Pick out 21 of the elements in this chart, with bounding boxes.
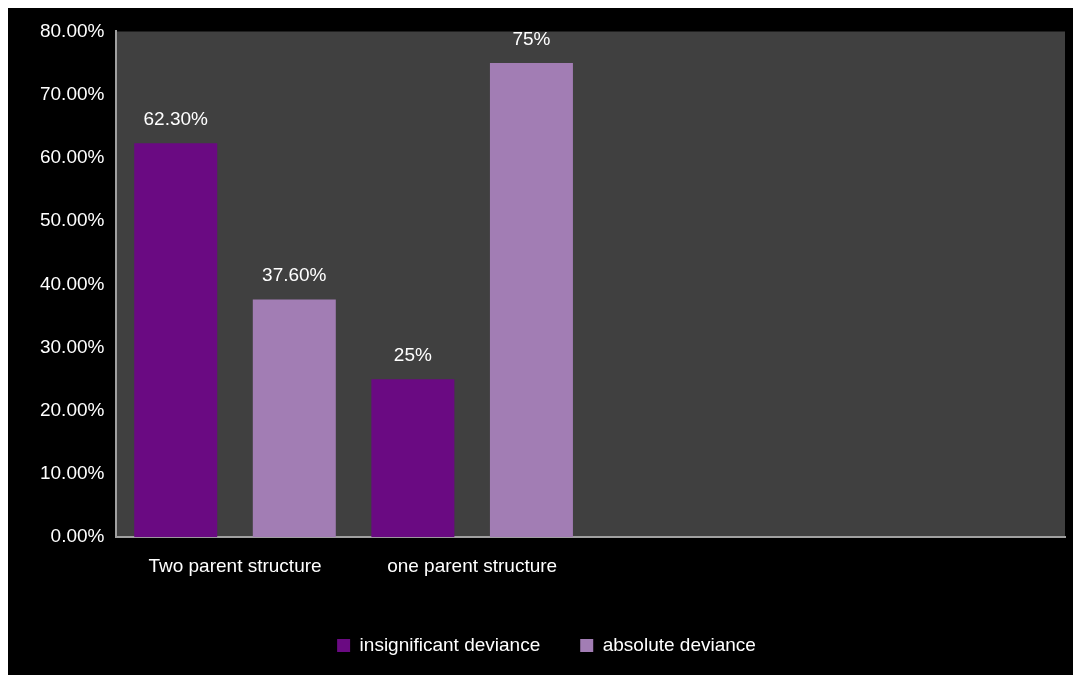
y-tick-label: 80.00% bbox=[39, 19, 105, 41]
bar bbox=[371, 379, 455, 538]
y-tick-label: 40.00% bbox=[39, 272, 105, 294]
x-tick-label: Two parent structure bbox=[148, 554, 322, 576]
bar bbox=[134, 143, 218, 538]
data-label: 25% bbox=[393, 343, 432, 365]
y-tick-label: 10.00% bbox=[39, 462, 105, 484]
legend-label: absolute deviance bbox=[602, 633, 756, 655]
y-tick-label: 50.00% bbox=[39, 209, 105, 231]
y-tick-label: 0.00% bbox=[50, 525, 105, 547]
bar bbox=[489, 63, 573, 538]
y-tick-label: 30.00% bbox=[39, 335, 105, 357]
data-label: 62.30% bbox=[143, 108, 209, 130]
y-tick-label: 70.00% bbox=[39, 82, 105, 104]
x-tick-label: one parent structure bbox=[387, 554, 558, 576]
y-tick-label: 20.00% bbox=[39, 398, 105, 420]
data-label: 37.60% bbox=[262, 264, 327, 286]
data-label: 75% bbox=[512, 27, 551, 49]
legend-label: insignificant deviance bbox=[359, 633, 541, 655]
bar bbox=[252, 299, 336, 538]
y-tick-label: 60.00% bbox=[39, 146, 105, 168]
